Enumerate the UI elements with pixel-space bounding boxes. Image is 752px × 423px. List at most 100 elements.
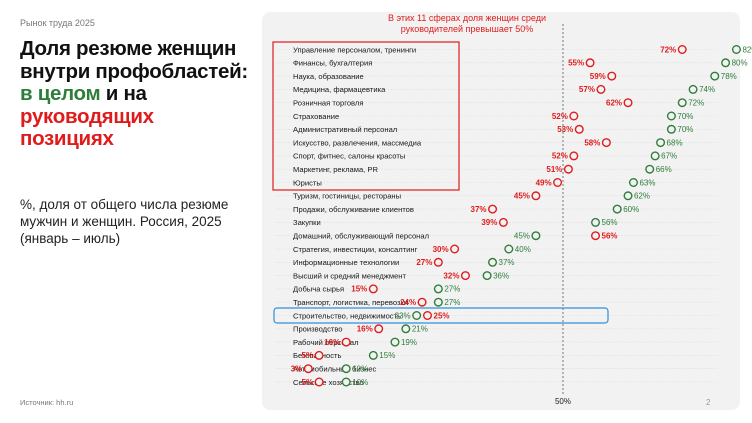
label-overall: 70% (677, 125, 693, 134)
label-overall: 45% (514, 232, 530, 241)
dot-managers (433, 257, 443, 267)
dot-overall (433, 284, 443, 294)
dot-overall (721, 58, 731, 68)
label-managers: 52% (552, 152, 568, 161)
dot-managers (417, 297, 427, 307)
dot-overall (368, 350, 378, 360)
dot-managers (563, 164, 573, 174)
label-managers: 15% (351, 285, 367, 294)
dot-managers (585, 58, 595, 68)
dot-managers (314, 350, 324, 360)
chart-panel (262, 12, 740, 410)
dot-managers (601, 138, 611, 148)
callout-text: В этих 11 сферах доля женщин среди руков… (388, 13, 546, 34)
label-overall: 62% (634, 192, 650, 201)
dot-managers (341, 337, 351, 347)
category-label: Спорт, фитнес, салоны красоты (293, 152, 405, 161)
highlight-box-top-categories (272, 41, 460, 191)
category-label: Строительство, недвижимость (293, 311, 401, 320)
dot-overall (688, 84, 698, 94)
topline-label: Рынок труда 2025 (20, 18, 95, 28)
dot-managers (488, 204, 498, 214)
dot-overall (666, 111, 676, 121)
category-label: Домашний, обслуживающий персонал (293, 232, 429, 241)
label-managers: 30% (433, 245, 449, 254)
dot-managers (553, 177, 563, 187)
category-label: Продажи, обслуживание клиентов (293, 205, 414, 214)
category-label: Маркетинг, реклама, PR (293, 165, 378, 174)
dot-overall (401, 324, 411, 334)
dot-managers (314, 377, 324, 387)
label-overall: 66% (656, 165, 672, 174)
dot-managers (591, 231, 601, 241)
dot-managers (569, 151, 579, 161)
dot-managers (498, 217, 508, 227)
label-managers: 72% (660, 45, 676, 54)
label-overall: 68% (667, 138, 683, 147)
category-label: Стратегия, инвестиции, консалтинг (293, 245, 418, 254)
dot-overall (731, 45, 741, 55)
source-note: Источник: hh.ru (20, 398, 74, 407)
dot-overall (412, 311, 422, 321)
title-main: Доля резюме женщин внутри профобластей: (20, 37, 248, 83)
label-managers: 56% (602, 232, 618, 241)
category-label: Сельское хозяйство (293, 378, 364, 387)
title-green: в целом (20, 82, 101, 105)
dot-overall (341, 377, 351, 387)
label-overall: 63% (639, 178, 655, 187)
label-overall: 78% (721, 72, 737, 81)
label-overall: 21% (412, 325, 428, 334)
dot-overall (390, 337, 400, 347)
dot-managers (677, 45, 687, 55)
dot-overall (482, 271, 492, 281)
dot-overall (628, 177, 638, 187)
dot-overall (645, 164, 655, 174)
label-overall: 72% (688, 99, 704, 108)
category-label: Транспорт, логистика, перевозки (293, 298, 408, 307)
label-managers: 5% (302, 351, 314, 360)
dot-managers (374, 324, 384, 334)
page-subtitle: %, доля от общего числа резюме мужчин и … (20, 197, 229, 246)
category-label: Рабочий персонал (293, 338, 359, 347)
dot-managers (450, 244, 460, 254)
label-managers: 51% (546, 165, 562, 174)
reference-line-label: 50% (555, 397, 571, 406)
label-overall: 36% (493, 271, 509, 280)
category-label: Наука, образование (293, 72, 364, 81)
label-managers: 55% (568, 59, 584, 68)
title-red: руководящих позициях (20, 104, 154, 150)
dot-managers (423, 311, 433, 321)
label-managers: 32% (443, 271, 459, 280)
category-label: Управление персоналом, тренинги (293, 45, 416, 54)
label-overall: 80% (732, 59, 748, 68)
label-managers: 52% (552, 112, 568, 121)
label-overall: 82% (742, 45, 752, 54)
dot-overall (650, 151, 660, 161)
label-managers: 27% (416, 258, 432, 267)
category-label: Закупки (293, 218, 321, 227)
label-overall: 27% (444, 298, 460, 307)
label-overall: 19% (401, 338, 417, 347)
category-label: Информационные технологии (293, 258, 399, 267)
label-managers: 3% (291, 365, 303, 374)
label-managers: 24% (400, 298, 416, 307)
dot-managers (569, 111, 579, 121)
dot-overall (341, 364, 351, 374)
dot-overall (488, 257, 498, 267)
label-managers: 49% (536, 178, 552, 187)
label-overall: 40% (515, 245, 531, 254)
dot-overall (710, 71, 720, 81)
category-label: Финансы, бухгалтерия (293, 59, 372, 68)
category-label: Розничная торговля (293, 99, 363, 108)
category-label: Страхование (293, 112, 339, 121)
category-label: Высший и средний менеджмент (293, 271, 406, 280)
dot-managers (368, 284, 378, 294)
label-managers: 16% (357, 325, 373, 334)
dot-overall (504, 244, 514, 254)
category-label: Медицина, фармацевтика (293, 85, 386, 94)
dot-overall (433, 297, 443, 307)
label-overall: 10% (352, 365, 368, 374)
category-label: Административный персонал (293, 125, 397, 134)
label-managers: 57% (579, 85, 595, 94)
